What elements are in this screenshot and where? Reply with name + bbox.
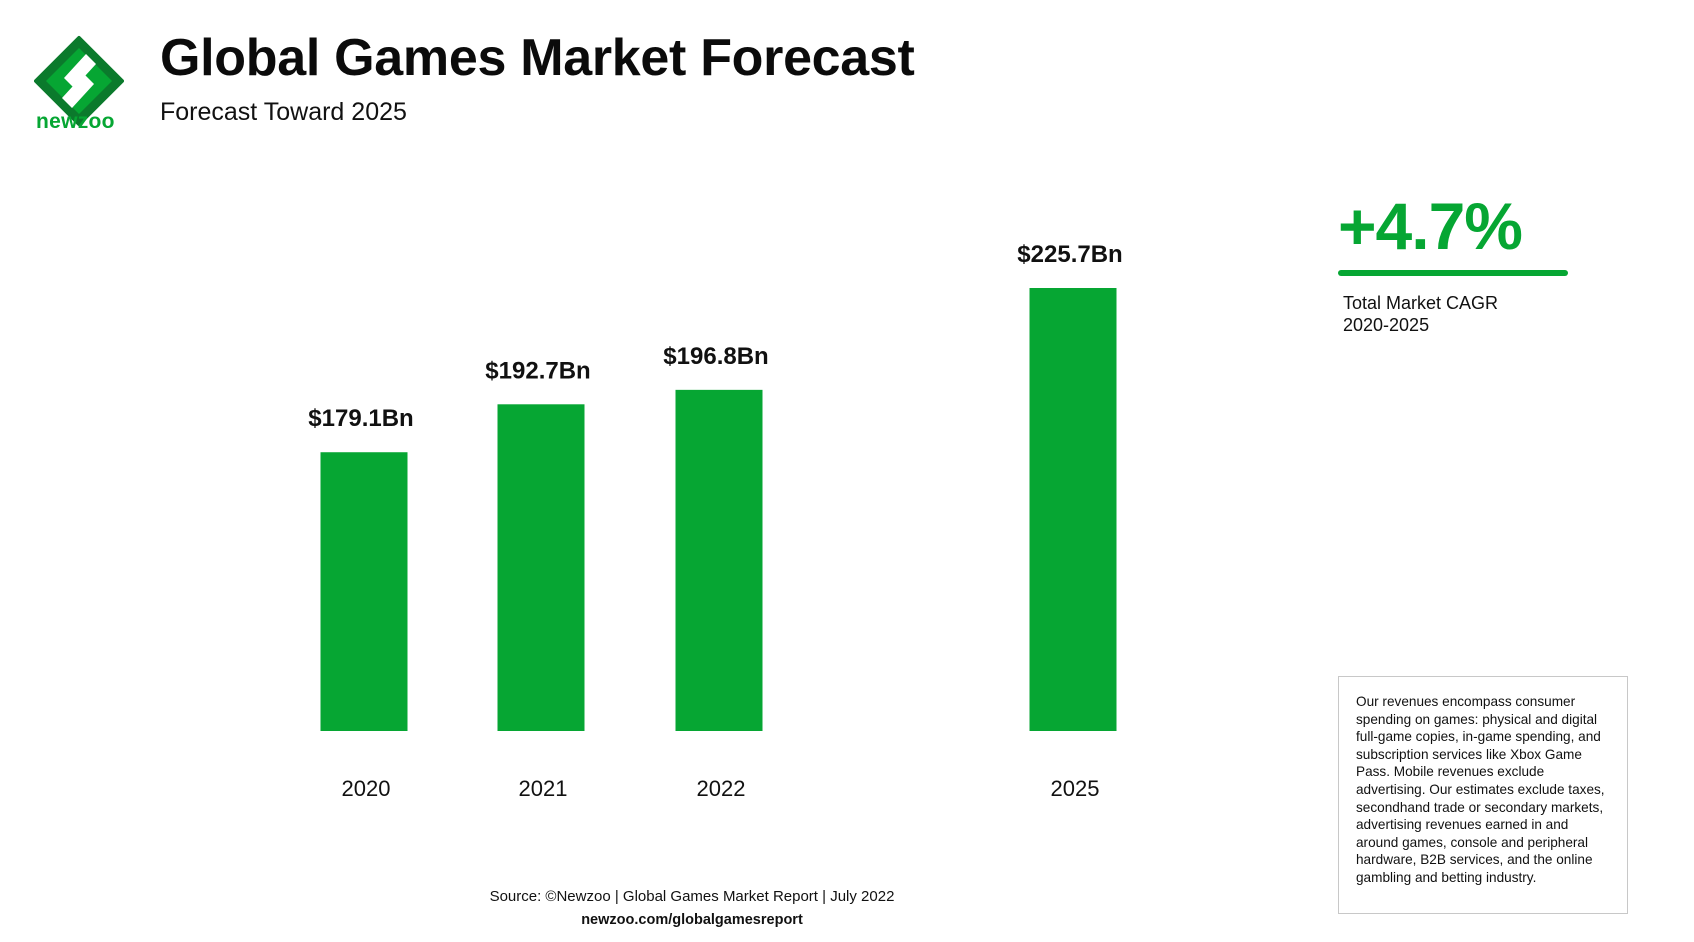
- logo-stripe-bottom: [62, 74, 94, 108]
- x-tick-label-2025: 2025: [1051, 776, 1100, 801]
- bar-2022: [675, 389, 763, 731]
- newzoo-logo-icon: [34, 36, 124, 126]
- x-tick-label-2021: 2021: [519, 776, 568, 801]
- bar-2020: [320, 452, 408, 731]
- methodology-note: Our revenues encompass consumer spending…: [1338, 676, 1628, 914]
- x-tick-label-2022: 2022: [697, 776, 746, 801]
- report-url[interactable]: newzoo.com/globalgamesreport: [581, 912, 803, 928]
- x-tick-label-2020: 2020: [342, 776, 391, 801]
- cagr-value: +4.7%: [1338, 189, 1523, 263]
- source-credit: Source: ©Newzoo | Global Games Market Re…: [489, 888, 895, 905]
- data-label-2020: $179.1Bn: [308, 405, 413, 432]
- data-label-2021: $192.7Bn: [485, 357, 590, 384]
- data-label-2025: $225.7Bn: [1017, 241, 1122, 268]
- cagr-period: 2020-2025: [1343, 315, 1430, 335]
- data-label-2022: $196.8Bn: [663, 343, 768, 370]
- bar-2021: [497, 404, 585, 731]
- bar-2025: [1029, 288, 1117, 731]
- page-title: Global Games Market Forecast: [160, 29, 915, 87]
- cagr-label-text: Total Market CAGR: [1343, 293, 1499, 313]
- page-subtitle: Forecast Toward 2025: [160, 98, 407, 126]
- cagr-label: Total Market CAGR 2020-2025: [1343, 292, 1583, 336]
- cagr-underline: [1338, 270, 1568, 276]
- newzoo-wordmark: newzoo: [36, 110, 115, 133]
- logo-stripe-top: [64, 54, 96, 88]
